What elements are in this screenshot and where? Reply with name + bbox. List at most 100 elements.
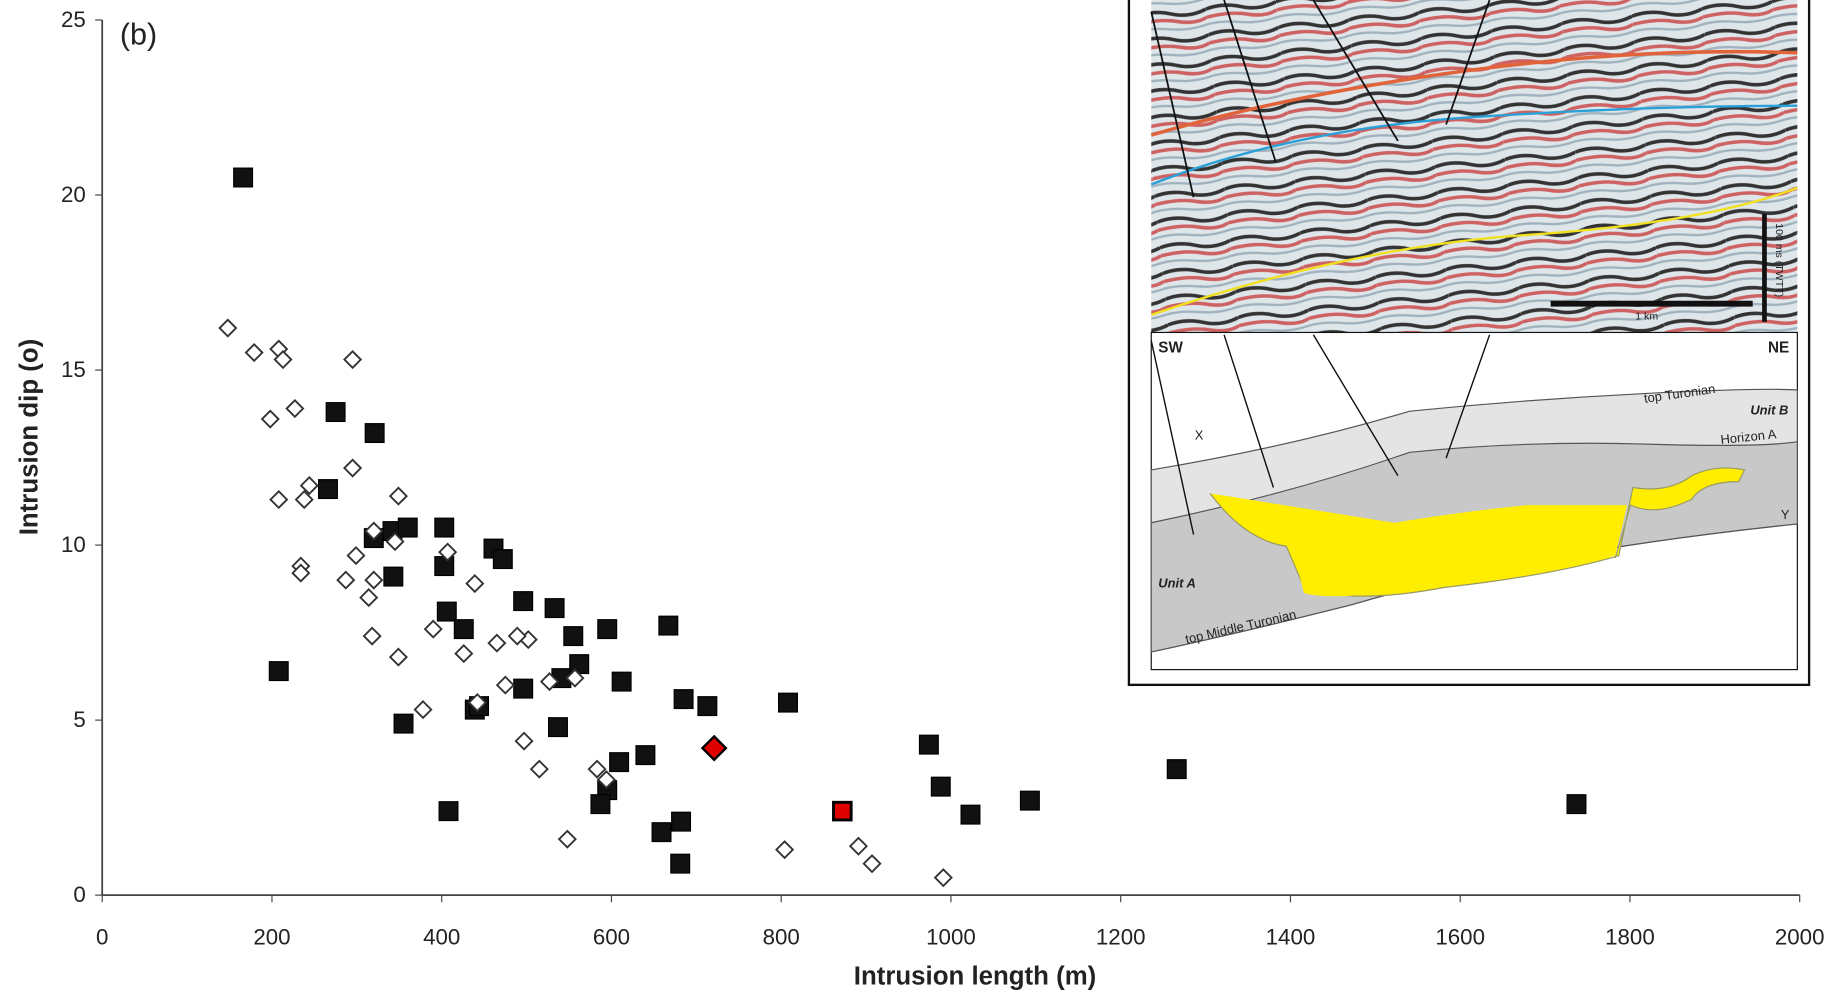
point bbox=[268, 661, 289, 682]
point bbox=[548, 717, 568, 738]
point bbox=[514, 731, 534, 751]
x-tick-label: 1000 bbox=[926, 924, 976, 949]
point bbox=[700, 734, 728, 762]
point bbox=[393, 713, 414, 734]
point bbox=[233, 167, 254, 188]
x-tick-label: 1400 bbox=[1266, 924, 1316, 949]
point bbox=[1166, 759, 1187, 780]
point bbox=[364, 423, 385, 444]
point bbox=[597, 619, 618, 640]
y-tick-label: 10 bbox=[61, 532, 86, 557]
point bbox=[364, 570, 384, 590]
point bbox=[453, 619, 474, 640]
x-tick-label: 1200 bbox=[1096, 924, 1146, 949]
point bbox=[635, 745, 656, 766]
point bbox=[413, 700, 433, 720]
point bbox=[671, 811, 692, 832]
point bbox=[596, 770, 616, 790]
point bbox=[438, 542, 458, 562]
point bbox=[563, 626, 584, 647]
point bbox=[778, 692, 798, 713]
faults bbox=[1150, 334, 1491, 535]
y-tick-label: 0 bbox=[73, 882, 85, 907]
point bbox=[670, 853, 691, 874]
inset-label: NE bbox=[1768, 339, 1789, 356]
point bbox=[697, 696, 718, 717]
inset-label: Y bbox=[1781, 507, 1790, 522]
point bbox=[775, 840, 795, 860]
point bbox=[383, 566, 404, 587]
inset-label: Unit B bbox=[1750, 403, 1788, 418]
plot-area bbox=[218, 167, 1587, 888]
point bbox=[325, 402, 346, 423]
point bbox=[359, 588, 379, 608]
point bbox=[364, 521, 384, 541]
point bbox=[609, 752, 630, 773]
horizon bbox=[1150, 186, 1798, 316]
point bbox=[467, 693, 487, 713]
inset-label: 1 km bbox=[1635, 311, 1658, 323]
inset: SW NE top Turonian Unit B Horizon A Unit… bbox=[1127, 0, 1811, 687]
point bbox=[454, 644, 474, 664]
point bbox=[343, 458, 363, 478]
horizon bbox=[1150, 49, 1798, 137]
point bbox=[507, 626, 527, 646]
intrusion bbox=[1292, 505, 1628, 597]
y-tick-label: 15 bbox=[61, 357, 86, 382]
point bbox=[492, 549, 513, 570]
panel-label: (b) bbox=[120, 18, 157, 52]
point bbox=[933, 868, 953, 888]
point bbox=[285, 398, 305, 419]
seismic-image bbox=[1151, 0, 1798, 333]
horizon bbox=[1150, 104, 1798, 186]
point bbox=[651, 822, 672, 843]
point bbox=[218, 318, 238, 338]
point bbox=[438, 801, 459, 822]
point bbox=[862, 854, 882, 874]
point bbox=[673, 689, 694, 710]
point bbox=[397, 517, 418, 538]
point bbox=[495, 675, 515, 695]
x-tick-label: 1800 bbox=[1605, 924, 1655, 949]
point bbox=[513, 591, 534, 612]
point bbox=[557, 829, 577, 849]
point bbox=[848, 836, 868, 856]
point bbox=[465, 574, 485, 594]
inset-label: Horizon A bbox=[1720, 426, 1778, 447]
point bbox=[569, 654, 590, 675]
y-axis-label: Intrusion dip (o) bbox=[16, 339, 44, 536]
inset-label: 100 ms (TWTT) bbox=[1773, 223, 1785, 297]
y-tick-label: 20 bbox=[61, 182, 86, 207]
point bbox=[260, 409, 280, 429]
point bbox=[317, 479, 338, 500]
point bbox=[343, 349, 363, 370]
point bbox=[539, 672, 560, 692]
point bbox=[590, 794, 611, 815]
x-tick-label: 800 bbox=[763, 924, 800, 949]
point bbox=[362, 626, 382, 646]
inset-label: SW bbox=[1158, 339, 1183, 356]
x-tick-label: 2000 bbox=[1775, 924, 1825, 949]
point bbox=[658, 615, 679, 636]
y-tick-label: 25 bbox=[61, 7, 86, 32]
scale-bar bbox=[1550, 300, 1753, 307]
point bbox=[273, 349, 293, 370]
x-tick-label: 400 bbox=[423, 924, 460, 949]
x-tick-label: 600 bbox=[593, 924, 630, 949]
point bbox=[346, 546, 366, 566]
point bbox=[918, 734, 939, 755]
point bbox=[565, 668, 585, 688]
point bbox=[434, 556, 455, 577]
point bbox=[336, 570, 356, 590]
x-tick-label: 1600 bbox=[1435, 924, 1485, 949]
inset-label: X bbox=[1195, 427, 1204, 442]
point bbox=[269, 490, 289, 510]
scale-bar bbox=[1762, 213, 1767, 322]
point bbox=[299, 476, 319, 496]
x-axis-label: Intrusion length (m) bbox=[854, 962, 1096, 990]
point bbox=[960, 804, 981, 825]
x-tick-label: 200 bbox=[253, 924, 290, 949]
point bbox=[544, 598, 565, 619]
inset-label: Unit A bbox=[1158, 575, 1196, 590]
